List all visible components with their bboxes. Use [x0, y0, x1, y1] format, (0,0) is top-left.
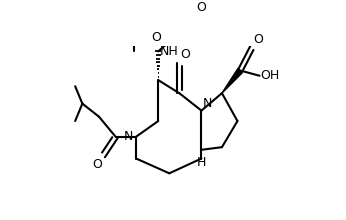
Text: O: O — [92, 158, 102, 171]
Text: NH: NH — [160, 45, 179, 58]
Text: OH: OH — [261, 69, 280, 82]
Text: O: O — [196, 1, 206, 14]
Text: N: N — [203, 97, 212, 110]
Text: N: N — [124, 130, 133, 143]
Text: O: O — [151, 31, 161, 44]
Polygon shape — [222, 69, 243, 93]
Text: O: O — [180, 48, 190, 61]
Text: O: O — [253, 33, 263, 46]
Text: H: H — [197, 156, 207, 169]
